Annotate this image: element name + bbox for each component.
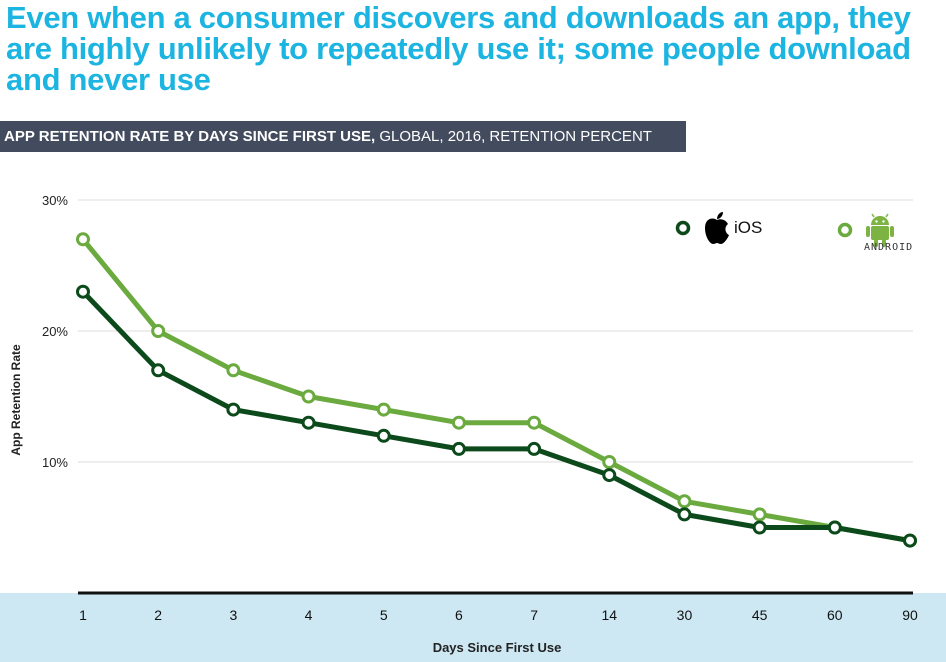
legend-ios: iOS [672,210,762,246]
y-tick-label: 10% [42,455,68,470]
y-axis-label: App Retention Rate [9,344,23,456]
grid-lines [78,199,913,463]
x-tick-label: 7 [530,607,538,623]
ios-data-point [376,428,391,443]
ios-data-point [76,284,90,299]
x-tick-label: 6 [455,607,463,623]
banner-rest-text: GLOBAL, 2016, RETENTION PERCENT [375,128,652,145]
android-data-point [527,415,542,430]
x-axis-label: Days Since First Use [433,640,562,655]
x-tick-label: 5 [380,607,388,623]
chart-subtitle-banner: APP RETENTION RATE BY DAYS SINCE FIRST U… [0,121,686,152]
series-android [76,232,917,548]
y-tick-label: 20% [42,324,68,339]
x-tick-label: 14 [601,607,617,623]
android-robot-icon [866,213,894,247]
x-tick-labels: 1 2 3 4 5 6 7 14 30 45 60 90 [79,607,918,623]
ios-data-point [602,468,617,483]
x-tick-label: 45 [752,607,768,623]
x-axis-band [0,593,946,662]
legend-android-label: ANDROID [864,242,914,253]
android-data-point [151,324,166,338]
ios-data-point [677,507,692,522]
x-tick-label: 1 [79,607,87,623]
android-data-point [376,402,391,417]
x-tick-label: 90 [902,607,918,623]
ios-data-point [903,533,917,548]
x-tick-label: 30 [677,607,693,623]
legend-android: ANDROID [834,204,912,256]
android-data-point [451,415,466,430]
android-series-line [81,237,911,544]
android-data-point [752,507,767,522]
android-data-point [76,232,90,247]
ios-data-point [301,415,316,430]
legend-ios-label: iOS [734,218,763,237]
ios-series-line [81,289,911,544]
x-tick-label: 4 [305,607,313,623]
x-tick-label: 2 [154,607,162,623]
ios-data-point [151,363,166,378]
ios-data-point [527,441,542,456]
android-data-point [677,494,692,509]
headline: Even when a consumer discovers and downl… [6,0,911,97]
x-tick-label: 60 [827,607,843,623]
ios-marker-icon [675,220,691,236]
android-data-point [602,455,617,469]
series-group [76,232,917,548]
y-tick-labels: 10% 20% 30% [42,193,68,470]
android-data-point [226,363,241,378]
series-ios [76,284,917,548]
ios-data-point [226,402,241,417]
y-tick-label: 30% [42,193,68,208]
android-data-point [301,389,316,404]
apple-logo-icon [705,212,729,244]
ios-data-point [752,520,767,535]
ios-data-point [827,520,842,535]
x-tick-label: 3 [229,607,237,623]
android-marker-icon [837,222,853,238]
banner-bold-text: APP RETENTION RATE BY DAYS SINCE FIRST U… [4,128,376,145]
ios-data-point [451,441,466,456]
